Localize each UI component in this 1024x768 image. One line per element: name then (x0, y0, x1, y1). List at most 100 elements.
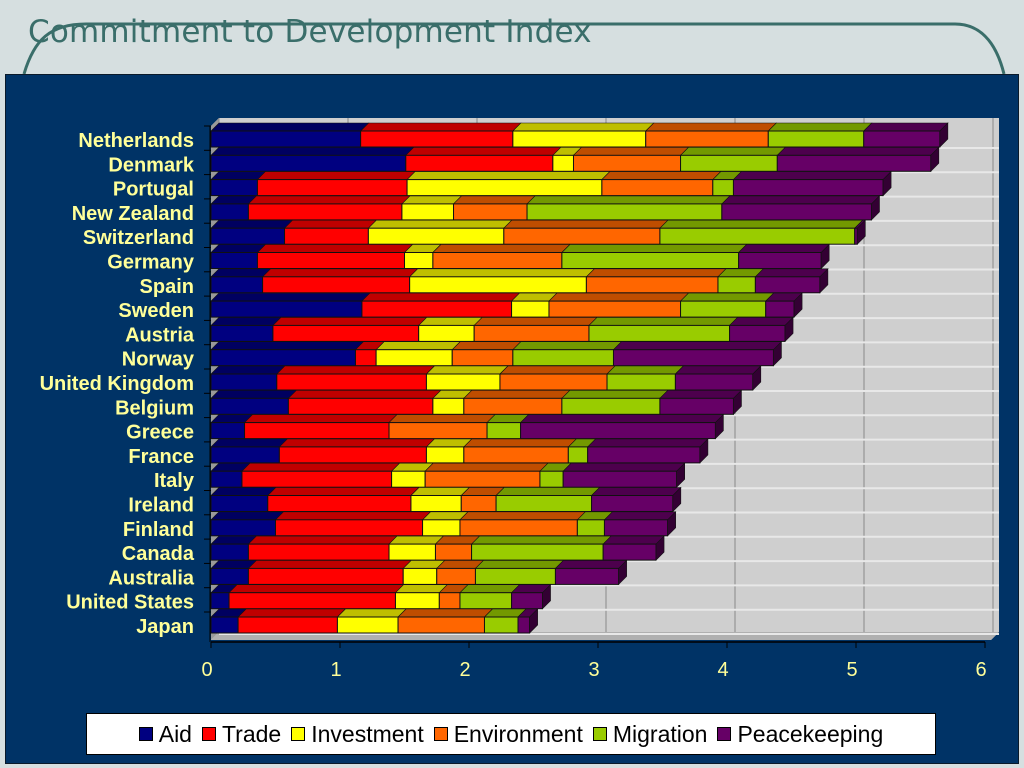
bar-segment-top (375, 341, 461, 351)
bar-group (210, 559, 628, 586)
bar-segment-aid (210, 495, 269, 512)
bar-segment-migration (471, 543, 604, 561)
category-label: Australia (108, 567, 194, 589)
bar-segment-top (210, 171, 267, 180)
bar-segment-migration (526, 203, 723, 221)
bar-group (210, 292, 803, 318)
bar-segment-investment (418, 324, 475, 342)
legend-swatch (433, 727, 448, 741)
legend-item: Migration (592, 720, 708, 748)
legend-swatch (291, 727, 306, 741)
bar-segment-top (776, 147, 940, 156)
bar-segment-aid (210, 519, 276, 537)
bar-segment-top (210, 147, 415, 156)
bar-segment-environment (463, 397, 563, 415)
bar-segment-investment (394, 592, 440, 610)
bar-segment-environment (397, 616, 485, 634)
bar-segment-environment (436, 567, 476, 585)
bar-end-cap (667, 511, 676, 537)
bar-segment-top (463, 389, 571, 399)
bar-segment-investment (512, 130, 647, 148)
bar-end-cap (939, 122, 949, 148)
bar-segment-migration (680, 154, 778, 172)
bar-segment-aid (210, 300, 363, 318)
bar-segment-investment (391, 470, 426, 488)
bar-segment-top (287, 389, 442, 399)
bar-segment-aid (210, 397, 289, 415)
bar-segment-top (367, 219, 513, 229)
bar-segment-aid (210, 130, 362, 148)
category-label: New Zealand (72, 203, 194, 225)
bar-segment-aid (210, 179, 258, 197)
x-tick-label: 6 (975, 659, 986, 681)
bar-segment-top (210, 219, 294, 229)
bar-segment-top (562, 462, 686, 472)
bar-segment-peacekeeping (520, 422, 716, 440)
bar-segment-trade (284, 227, 369, 245)
bar-segment-top (459, 511, 587, 521)
bar-segment-top (590, 487, 682, 496)
bar-group (210, 316, 794, 343)
x-tick-label: 2 (459, 659, 470, 681)
bar-segment-migration (495, 495, 593, 512)
bar-segment-migration (561, 252, 740, 269)
bar-segment-aid (210, 324, 274, 342)
category-label: Germany (107, 252, 195, 274)
legend-label: Environment (453, 720, 583, 747)
bar-segment-aid (210, 543, 249, 561)
legend-item: Aid (138, 721, 192, 748)
bar-segment-top (210, 511, 285, 521)
bar-segment-top (572, 147, 690, 156)
bar-segment-migration (459, 592, 513, 610)
bar-segment-top (732, 171, 892, 180)
bar-segment-trade (228, 592, 396, 610)
bar-segment-environment (585, 276, 719, 294)
bar-group (210, 146, 940, 173)
bar-segment-trade (275, 519, 424, 537)
bar-segment-top (261, 268, 419, 278)
bar-segment-top (361, 292, 521, 302)
bar-segment-top (210, 292, 371, 302)
bar-segment-aid (210, 349, 356, 367)
bar-segment-trade (237, 616, 338, 634)
bar-group (210, 243, 830, 270)
bar-segment-environment (453, 203, 528, 221)
bar-segment-top (276, 365, 436, 375)
bar-segment-top (601, 171, 722, 180)
bar-end-cap (752, 365, 762, 391)
bar-segment-peacekeeping (659, 397, 734, 415)
bar-group (210, 413, 725, 440)
title-decoration-arc (22, 22, 1006, 75)
bar-segment-environment (451, 349, 514, 367)
bar-segment-top (503, 219, 669, 229)
bar-segment-peacekeeping (738, 252, 822, 269)
bar-segment-top (432, 244, 571, 253)
bar-segment-peacekeeping (554, 567, 620, 585)
bar-end-cap (733, 389, 742, 416)
bar-segment-environment (438, 592, 461, 610)
bar-segment-trade (256, 252, 405, 269)
bar-segment-top (754, 268, 829, 278)
legend-swatch (201, 727, 216, 741)
bar-segment-top (247, 560, 412, 569)
bar-segment-trade (405, 154, 554, 172)
bar-segment-top (588, 317, 739, 326)
legend-label: Migration (612, 720, 708, 747)
bar-segment-top (526, 195, 731, 205)
bar-end-cap (655, 535, 665, 561)
bar-segment-peacekeeping (674, 373, 754, 391)
x-tick-label: 3 (588, 659, 599, 681)
category-label: Switzerland (83, 227, 194, 249)
bar-segment-top (561, 389, 669, 399)
bar-segment-aid (210, 470, 243, 488)
bar-segment-trade (262, 276, 411, 294)
bar-segment-top (674, 365, 762, 375)
bar-segment-top (397, 608, 494, 618)
x-tick-label: 1 (330, 659, 341, 681)
bar-segment-trade (287, 397, 434, 415)
bar-segment-top (256, 171, 416, 180)
bar-segment-top (645, 122, 778, 132)
category-label: Sweden (118, 300, 194, 322)
bar-segment-top (721, 195, 881, 205)
bar-segment-top (474, 560, 565, 569)
